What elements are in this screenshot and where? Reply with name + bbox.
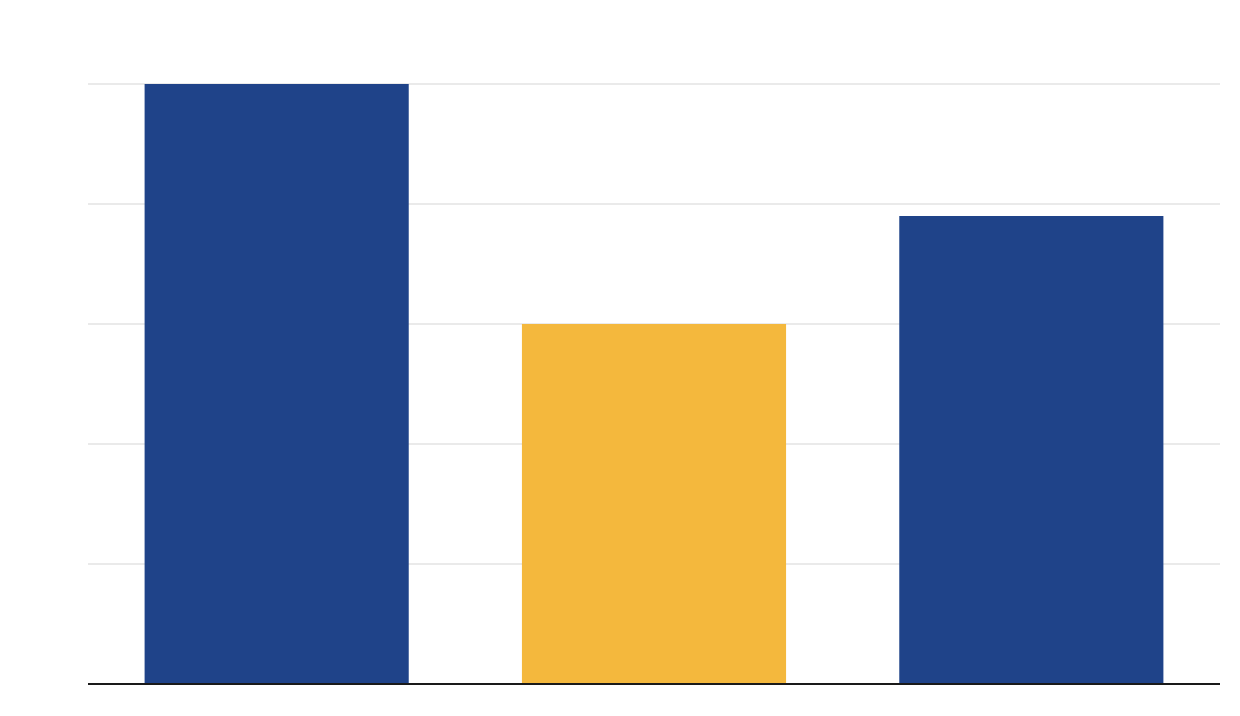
bar-3 [899,216,1164,684]
bar-2 [521,324,787,684]
bar-1 [144,84,409,684]
bars [144,84,1164,684]
